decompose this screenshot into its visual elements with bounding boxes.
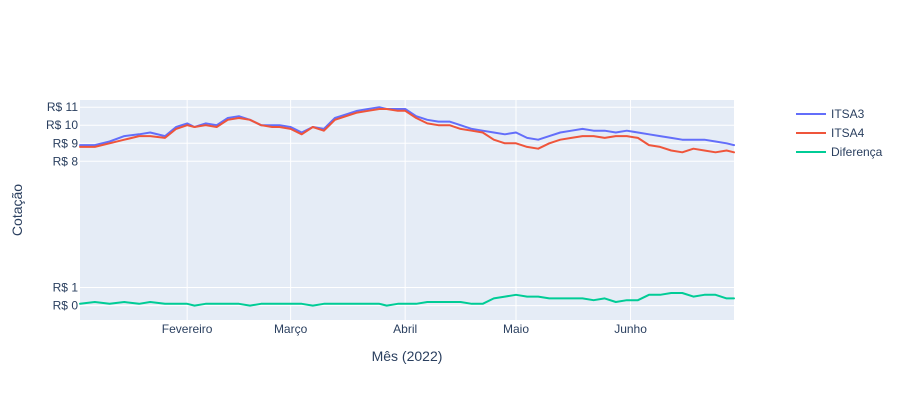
x-tick-label: Maio bbox=[503, 322, 529, 336]
series-line-1 bbox=[79, 108, 735, 154]
x-tick-label: Junho bbox=[614, 322, 647, 336]
legend-item[interactable]: ITSA3 bbox=[796, 107, 865, 121]
y-tick-label: R$ 1 bbox=[53, 281, 79, 295]
legend-item[interactable]: ITSA4 bbox=[796, 126, 865, 140]
y-tick-labels: R$ 0 R$ 1 R$ 8 R$ 9 R$ 10 R$ 11 bbox=[46, 100, 78, 312]
y-tick-label: R$ 8 bbox=[53, 154, 79, 168]
x-tick-labels: Fevereiro Março Abril Maio Junho bbox=[162, 322, 647, 336]
series-line-0 bbox=[79, 106, 735, 147]
x-tick-label: Março bbox=[274, 322, 308, 336]
legend[interactable]: ITSA3 ITSA4 Diferença bbox=[796, 107, 883, 159]
x-tick-label: Abril bbox=[393, 322, 417, 336]
legend-item[interactable]: Diferença bbox=[796, 145, 883, 159]
y-tick-label: R$ 0 bbox=[53, 299, 79, 313]
y-tick-label: R$ 10 bbox=[46, 118, 78, 132]
y-axis-title: Cotação bbox=[9, 184, 25, 236]
series-lines bbox=[79, 106, 735, 307]
y-tick-label: R$ 11 bbox=[47, 100, 78, 114]
x-tick-label: Fevereiro bbox=[162, 322, 213, 336]
series-line-2 bbox=[79, 292, 735, 307]
legend-label: ITSA3 bbox=[831, 107, 865, 121]
y-tick-label: R$ 9 bbox=[53, 136, 79, 150]
legend-label: Diferença bbox=[831, 145, 883, 159]
legend-label: ITSA4 bbox=[831, 126, 865, 140]
grid-lines bbox=[80, 100, 734, 320]
x-axis-title: Mês (2022) bbox=[372, 348, 443, 364]
